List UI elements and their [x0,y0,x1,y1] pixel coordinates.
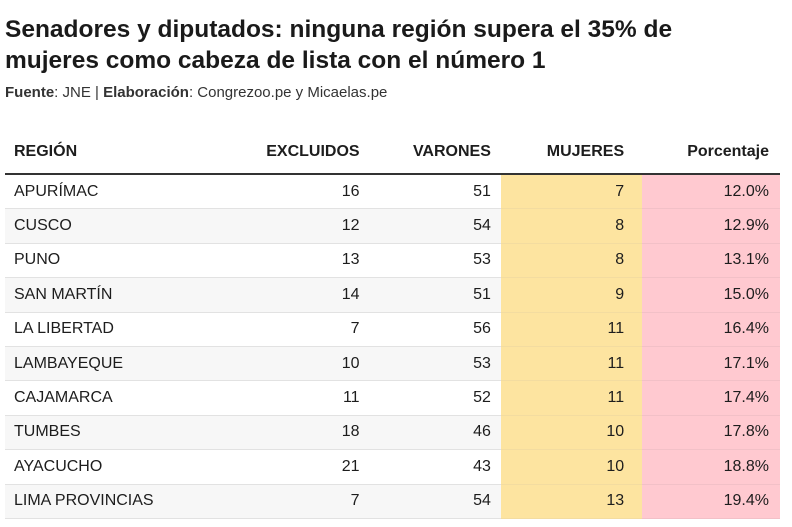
table-cell: 15.0% [642,277,780,313]
table-cell: 17.4% [642,380,780,416]
table-cell: 13 [217,243,370,279]
table-cell: 51 [369,277,501,313]
table-cell: 54 [369,484,501,519]
table-cell: 12.0% [642,174,780,210]
table-cell: 10 [500,415,643,451]
table-cell: 7 [500,174,643,210]
table-cell: 12.9% [642,208,780,244]
table-row: APURÍMAC 16 51 7 12.0% [5,174,780,210]
table-cell: 56 [369,312,501,347]
credit-label: Elaboración [103,84,189,101]
table-cell: 11 [217,380,370,416]
column-header[interactable]: REGIÓN [5,131,218,175]
table-cell: 10 [217,346,370,382]
table-cell: 53 [369,243,501,279]
table-cell: 7 [217,484,370,519]
table-cell: 51 [369,174,501,210]
table-cell: SAN MARTÍN [5,277,218,313]
table-cell: LA LIBERTAD [5,312,218,347]
table-cell: 12 [217,208,370,244]
chart-title: Senadores y diputados: ninguna región su… [5,16,673,74]
table-row: TUMBES 18 46 10 17.8% [5,415,780,451]
table-cell: 18.8% [642,449,780,485]
table-cell: 54 [369,208,501,244]
table-cell: 14 [217,277,370,313]
table-cell: 9 [500,277,643,313]
table-row: AYACUCHO 21 43 10 18.8% [5,449,780,485]
table-cell: 43 [369,449,501,485]
data-table: REGIÓN EXCLUIDOS VARONES MUJERES Porcentaje … [5,131,780,519]
credit-value: : Congrezoo.pe y Micaelas.pe [188,84,388,101]
table-cell: 13 [500,484,643,519]
table-cell: 21 [217,449,370,485]
table-cell: CAJAMARCA [5,380,218,416]
table-cell: CUSCO [5,208,218,244]
table-cell: LAMBAYEQUE [5,346,218,382]
table-row: SAN MARTÍN 14 51 9 15.0% [5,277,780,313]
column-header[interactable]: MUJERES [500,131,643,175]
table-cell: 11 [500,312,643,347]
column-header[interactable]: Porcentaje [642,131,780,175]
table-row: CUSCO 12 54 8 12.9% [5,208,780,244]
table-cell: 7 [217,312,370,347]
table-cell: 13.1% [642,243,780,279]
table-cell: 53 [369,346,501,382]
table-cell: 8 [500,208,643,244]
table-row: LA LIBERTAD 7 56 11 16.4% [5,312,780,347]
table-row: CAJAMARCA 11 52 11 17.4% [5,380,780,416]
table-row: PUNO 13 53 8 13.1% [5,243,780,279]
table-cell: PUNO [5,243,218,279]
table-cell: AYACUCHO [5,449,218,485]
table-cell: 17.8% [642,415,780,451]
table-cell: TUMBES [5,415,218,451]
column-header[interactable]: EXCLUIDOS [217,131,370,175]
table-cell: LIMA PROVINCIAS [5,484,218,519]
table-row: LAMBAYEQUE 10 53 11 17.1% [5,346,780,382]
table-cell: 8 [500,243,643,279]
source-label: Fuente [5,84,55,101]
table-cell: 16 [217,174,370,210]
column-header[interactable]: VARONES [369,131,501,175]
table-cell: 11 [500,380,643,416]
table-cell: 11 [500,346,643,382]
table-cell: 19.4% [642,484,780,519]
table-cell: APURÍMAC [5,174,218,210]
table-cell: 16.4% [642,312,780,347]
header-row: REGIÓN EXCLUIDOS VARONES MUJERES Porcentaje [5,131,780,175]
table-row: LIMA PROVINCIAS 7 54 13 19.4% [5,484,780,519]
table-cell: 52 [369,380,501,416]
table-cell: 10 [500,449,643,485]
table-cell: 46 [369,415,501,451]
table-cell: 17.1% [642,346,780,382]
source-value: : JNE | [54,84,104,101]
table-cell: 18 [217,415,370,451]
source-line: Fuente: JNE | Elaboración: Congrezoo.pe … [5,84,792,101]
